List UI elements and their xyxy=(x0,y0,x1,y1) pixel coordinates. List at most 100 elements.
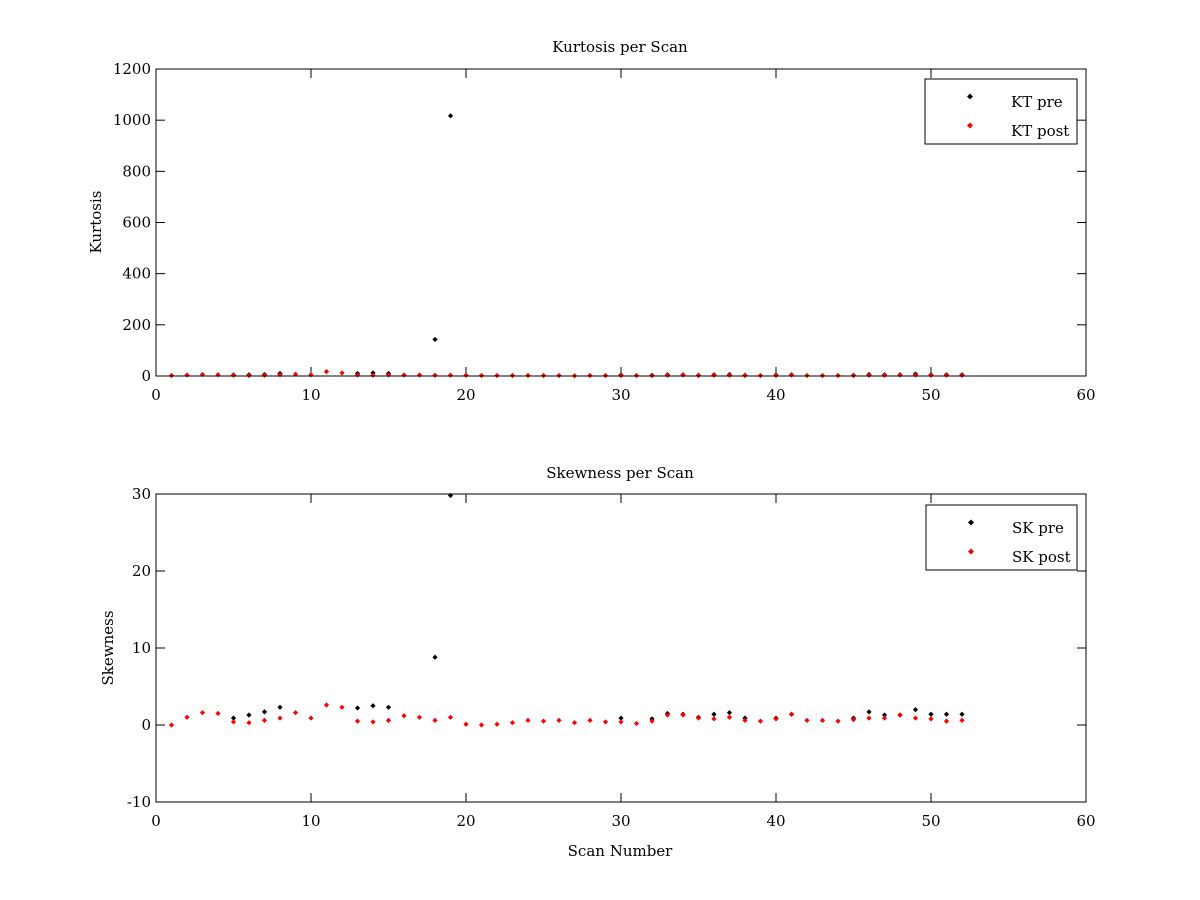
skewness-pre-point xyxy=(370,703,376,709)
kurtosis-y-axis-label: Kurtosis xyxy=(87,191,105,254)
kurtosis-post-point xyxy=(897,372,903,378)
kurtosis-x-tick-label: 30 xyxy=(611,386,630,404)
kurtosis-legend-label-post: KT post xyxy=(1011,122,1069,140)
skewness-post-point xyxy=(370,719,376,725)
kurtosis-x-tick-label: 0 xyxy=(151,386,161,404)
skewness-post-point xyxy=(881,715,888,721)
kurtosis-post-point xyxy=(323,369,330,375)
skewness-post-point xyxy=(230,719,237,725)
skewness-post-point xyxy=(509,720,516,726)
skewness-post-point xyxy=(912,715,919,721)
skewness-pre-point xyxy=(354,705,361,711)
skewness-post-point xyxy=(292,710,299,716)
skewness-post-point xyxy=(308,715,314,721)
skewness-pre-point xyxy=(943,711,950,717)
skewness-post-point xyxy=(850,717,857,723)
kurtosis-post-point xyxy=(773,372,779,379)
skewness-post-point xyxy=(447,714,454,720)
skewness-post-point xyxy=(540,718,547,724)
kurtosis-post-point xyxy=(788,372,795,378)
kurtosis-post-point xyxy=(509,372,516,379)
kurtosis-post-point xyxy=(230,372,237,378)
skewness-post-point xyxy=(897,712,903,718)
skewness-post-point xyxy=(556,717,562,723)
kurtosis-post-point xyxy=(959,372,965,378)
skewness-post-point xyxy=(199,710,206,716)
skewness-pre-point xyxy=(959,711,965,717)
kurtosis-post-point xyxy=(633,372,640,379)
skewness-x-tick-label: 30 xyxy=(611,812,630,830)
skewness-post-point xyxy=(463,721,469,727)
kurtosis-post-point xyxy=(866,372,872,378)
kurtosis-x-tick-label: 50 xyxy=(921,386,940,404)
skewness-y-tick-label: -10 xyxy=(127,793,151,811)
skewness-plot-area xyxy=(155,493,1087,803)
skewness-post-point xyxy=(742,717,748,723)
kurtosis-x-tick-label: 60 xyxy=(1076,386,1095,404)
skewness-pre-point xyxy=(230,715,237,721)
skewness-panel: Skewness per Scan Skewness Scan Number 0… xyxy=(99,464,1096,860)
kurtosis-x-tick-label: 40 xyxy=(766,386,785,404)
skewness-post-point xyxy=(711,716,717,722)
kurtosis-post-point xyxy=(261,372,268,378)
skewness-legend-marker-post xyxy=(968,548,974,555)
kurtosis-post-point xyxy=(199,371,206,378)
kurtosis-x-tick-label: 20 xyxy=(456,386,475,404)
skewness-points xyxy=(168,492,965,728)
skewness-pre-point xyxy=(432,654,438,660)
skewness-x-tick-label: 40 xyxy=(766,812,785,830)
kurtosis-post-point xyxy=(695,372,702,379)
skewness-pre-point xyxy=(866,709,872,715)
kurtosis-y-tick-label: 1000 xyxy=(113,111,151,129)
kurtosis-post-point xyxy=(742,372,748,379)
kurtosis-post-point xyxy=(664,372,671,378)
skewness-legend-label-pre: SK pre xyxy=(1012,519,1064,537)
kurtosis-post-point xyxy=(881,372,888,378)
skewness-post-point xyxy=(416,714,423,720)
skewness-post-point xyxy=(246,720,252,726)
skewness-legend: SK pre SK post xyxy=(925,504,1078,571)
kurtosis-post-point xyxy=(370,372,376,378)
skewness-legend-label-post: SK post xyxy=(1012,548,1071,566)
kurtosis-post-point xyxy=(912,372,919,378)
skewness-pre-point xyxy=(928,711,934,717)
kurtosis-post-point xyxy=(447,372,454,378)
kurtosis-post-point xyxy=(804,372,810,379)
skewness-pre-point xyxy=(385,704,392,710)
skewness-post-point xyxy=(959,717,965,723)
kurtosis-post-point xyxy=(556,372,562,379)
skewness-post-point xyxy=(928,716,934,722)
kurtosis-legend-box xyxy=(924,78,1078,145)
kurtosis-post-point xyxy=(463,372,469,378)
kurtosis-post-point xyxy=(618,372,624,379)
kurtosis-pre-point xyxy=(432,336,438,343)
kurtosis-y-tick-label: 0 xyxy=(141,367,151,385)
kurtosis-post-point xyxy=(540,372,547,379)
kurtosis-plot-area xyxy=(155,68,1087,377)
skewness-post-point xyxy=(943,718,950,724)
skewness-post-point xyxy=(184,714,190,720)
skewness-post-point xyxy=(819,717,826,723)
skewness-y-tick-label: 10 xyxy=(132,639,151,657)
skewness-y-tick-label: 0 xyxy=(141,716,151,734)
kurtosis-post-point xyxy=(184,372,190,378)
skewness-x-tick-label: 60 xyxy=(1076,812,1095,830)
skewness-y-tick-label: 30 xyxy=(132,485,151,503)
kurtosis-pre-point xyxy=(447,113,454,119)
kurtosis-post-point xyxy=(432,372,438,378)
skewness-post-point xyxy=(680,712,686,718)
skewness-x-tick-label: 10 xyxy=(301,812,320,830)
skewness-post-point xyxy=(323,702,330,708)
skewness-post-point xyxy=(354,718,361,724)
kurtosis-post-point xyxy=(168,372,175,379)
kurtosis-post-point xyxy=(649,372,655,379)
kurtosis-y-tick-label: 600 xyxy=(122,214,151,232)
skewness-post-point xyxy=(757,718,764,724)
kurtosis-post-point xyxy=(711,372,717,378)
kurtosis-post-point xyxy=(602,372,609,379)
kurtosis-post-point xyxy=(587,372,593,379)
skewness-legend-box xyxy=(925,504,1078,571)
kurtosis-post-point xyxy=(928,372,934,378)
